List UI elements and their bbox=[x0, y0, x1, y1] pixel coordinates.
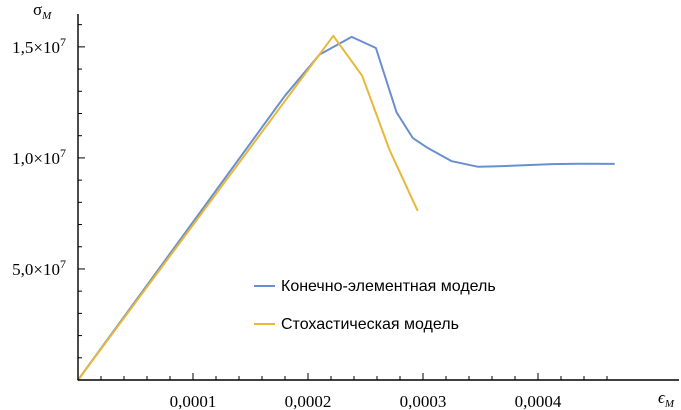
series-layer bbox=[77, 34, 615, 381]
series-line-2 bbox=[77, 34, 419, 381]
y-tick-label: 1,0×107 bbox=[12, 146, 66, 168]
legend-label: Конечно-элементная модель bbox=[281, 278, 496, 295]
x-axis-ticks: 0,0001 0,0002 0,0003 0,0004 bbox=[100, 373, 608, 410]
x-axis-title: ϵM bbox=[658, 388, 675, 410]
x-tick-label: 0,0001 bbox=[170, 392, 217, 410]
legend: Конечно-элементная модель Стохастическая … bbox=[254, 278, 496, 333]
y-tick-label: 1,5×107 bbox=[12, 35, 66, 57]
series-line-1 bbox=[77, 35, 615, 381]
x-tick-label: 0,0003 bbox=[400, 392, 447, 410]
legend-label: Стохастическая модель bbox=[281, 316, 459, 333]
x-tick-label: 0,0004 bbox=[515, 392, 562, 410]
y-axis-ticks: 5,0×107 1,0×107 1,5×107 bbox=[12, 24, 85, 359]
x-tick-label: 0,0002 bbox=[285, 392, 332, 410]
y-axis-title: σM bbox=[33, 0, 52, 22]
y-tick-label: 5,0×107 bbox=[12, 257, 66, 279]
